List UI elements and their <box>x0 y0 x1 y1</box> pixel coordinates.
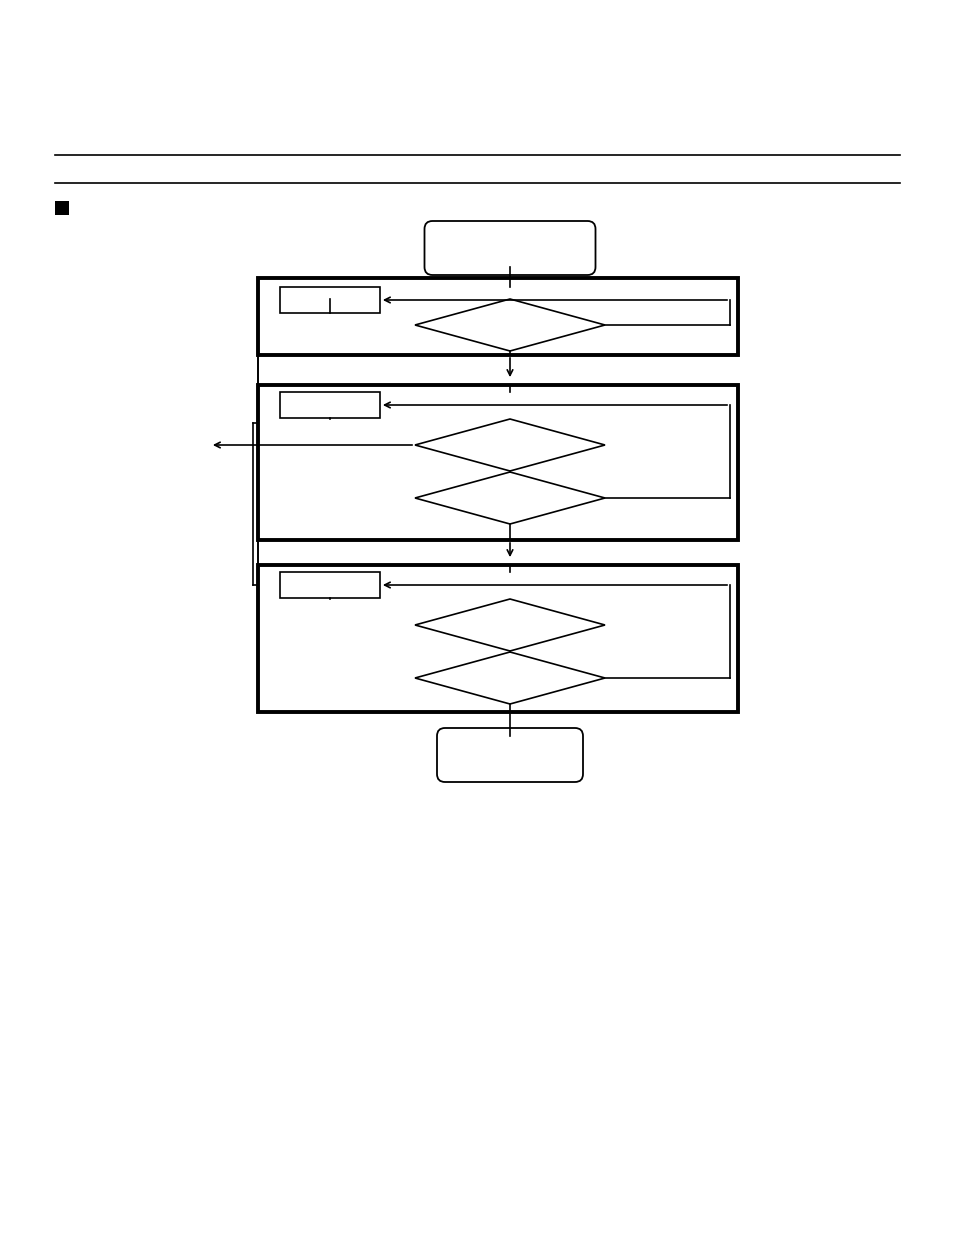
Bar <box>280 391 379 417</box>
Bar <box>257 385 738 540</box>
Polygon shape <box>415 299 604 351</box>
Bar <box>55 201 69 215</box>
Polygon shape <box>415 472 604 524</box>
Bar <box>257 564 738 713</box>
Polygon shape <box>415 599 604 651</box>
FancyBboxPatch shape <box>436 727 582 782</box>
Polygon shape <box>415 419 604 471</box>
Bar <box>280 287 379 312</box>
FancyBboxPatch shape <box>424 221 595 275</box>
Bar <box>280 572 379 598</box>
Bar <box>257 278 738 354</box>
Polygon shape <box>415 652 604 704</box>
